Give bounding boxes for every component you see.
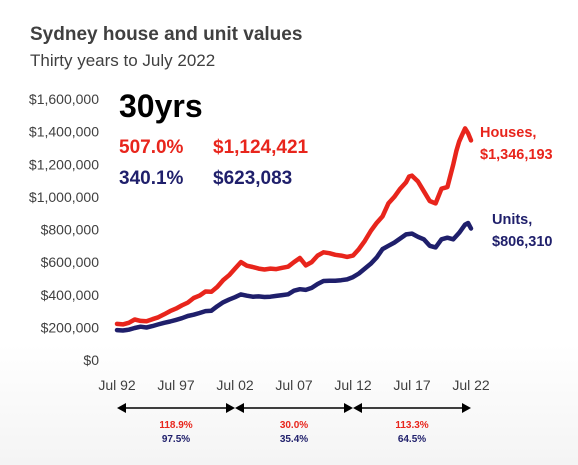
y-axis: $0 $200,000 $400,000 $600,000 $800,000 $1,000… [29,91,99,368]
end-label-units-name: Units, [492,212,532,228]
y-tick-label: $1,400,000 [29,124,99,140]
period-units-growth: 35.4% [280,434,308,445]
period-units-growth: 97.5% [162,434,190,445]
period-houses-growth: 113.3% [395,420,428,431]
chart-title: Sydney house and unit values [30,24,303,45]
chart-subtitle: Thirty years to July 2022 [30,51,216,70]
period-houses-growth: 30.0% [280,420,308,431]
period-arrowhead-right [226,403,235,413]
y-tick-label: $1,000,000 [29,189,99,205]
x-tick-label: Jul 17 [393,377,431,393]
series-lines [114,126,474,333]
end-label-units-value: $806,310 [492,234,552,250]
summary-annotations: 30yrs 507.0% $1,124,421 340.1% $623,083 [119,88,309,189]
units-value: $623,083 [213,168,292,189]
y-tick-label: $1,200,000 [29,156,99,172]
x-tick-label: Jul 02 [216,377,254,393]
y-tick-label: $400,000 [41,287,100,303]
period-arrowhead-right [462,403,471,413]
x-tick-label: Jul 22 [452,377,490,393]
period-arrowhead-right [344,403,353,413]
y-tick-label: $800,000 [41,222,100,238]
period-arrowhead-left [235,403,244,413]
y-tick-label: $0 [83,352,99,368]
years-label: 30yrs [119,88,203,124]
period-houses-growth: 118.9% [159,420,192,431]
x-tick-label: Jul 07 [275,377,313,393]
period-arrows: 118.9% 97.5% 30.0% 35.4% 113.3% 64.5% [117,403,471,445]
x-axis: Jul 92 Jul 97 Jul 02 Jul 07 Jul 12 Jul 17 Jul … [98,377,490,393]
houses-growth: 507.0% [119,137,184,158]
x-tick-label: Jul 97 [157,377,195,393]
x-tick-label: Jul 92 [98,377,136,393]
period-arrowhead-left [353,403,362,413]
series-line-houses [114,126,474,327]
y-tick-label: $1,600,000 [29,91,99,107]
y-tick-label: $200,000 [41,319,100,335]
series-line-units [114,220,474,333]
series-end-labels: Houses, $1,346,193 Units, $806,310 [480,125,553,250]
x-tick-label: Jul 12 [334,377,372,393]
period-units-growth: 64.5% [398,434,426,445]
end-label-houses-value: $1,346,193 [480,147,553,163]
period-arrowhead-left [117,403,126,413]
houses-value: $1,124,421 [213,137,309,158]
y-tick-label: $600,000 [41,254,100,270]
end-label-houses-name: Houses, [480,125,536,141]
units-growth: 340.1% [119,168,184,189]
